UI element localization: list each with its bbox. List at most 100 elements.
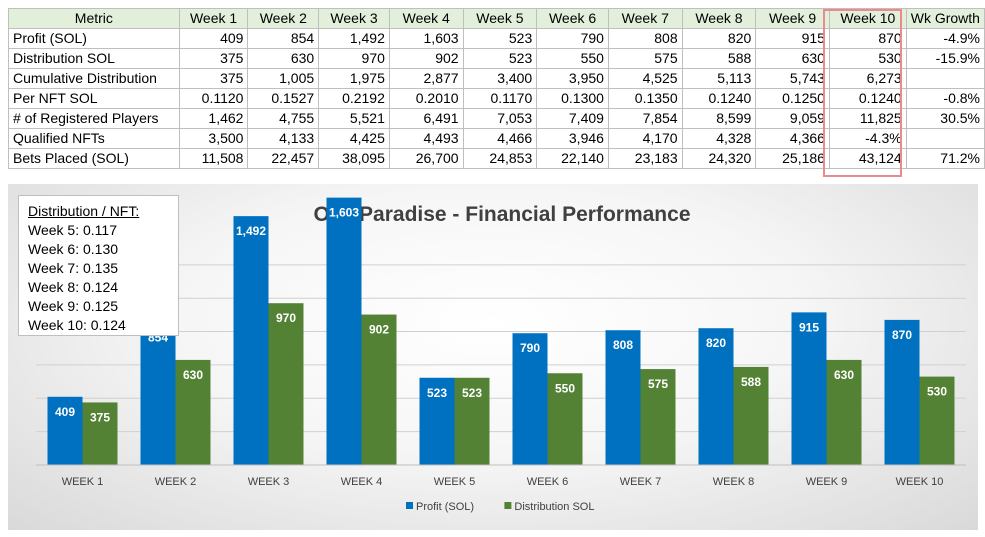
table-cell: 550 [536, 48, 609, 69]
table-cell: 3,400 [462, 68, 538, 89]
table-cell: 523 [462, 48, 538, 69]
nft-box-line: Week 8: 0.124 [28, 279, 119, 295]
x-axis: WEEK 1 WEEK 2 WEEK 3 WEEK 4 WEEK 5 WEEK 6 WEEK… [36, 464, 966, 488]
nft-box-line: Week 6: 0.130 [28, 241, 119, 257]
table-cell: 2,877 [388, 68, 464, 89]
bar-value-label: 630 [183, 368, 203, 382]
table-cell: 523 [462, 28, 538, 49]
bar-value-label: 523 [427, 386, 447, 400]
table-cell: 4,328 [681, 128, 757, 149]
bar-profit [884, 319, 920, 465]
bar-profit [698, 328, 734, 465]
table-cell: 11,508 [178, 148, 249, 169]
table-cell: -0.8% [905, 88, 985, 109]
bar-value-label: 588 [741, 375, 761, 389]
x-tick-label: WEEK 9 [806, 476, 848, 488]
table-cell: 0.1250 [755, 88, 830, 109]
table-header-row: Metric Week 1 Week 2 Week 3 Week 4 Week … [8, 8, 985, 29]
table-cell: 409 [178, 28, 249, 49]
table-cell: 630 [755, 48, 830, 69]
bar-distribution [82, 402, 118, 465]
bar-value-label: 808 [613, 338, 633, 352]
column-header: Week 3 [318, 8, 390, 29]
table-row: Qualified NFTs 3,500 4,133 4,425 4,493 4… [8, 128, 985, 149]
row-label: Cumulative Distribution [8, 68, 180, 89]
bars [47, 197, 955, 465]
table-row: Profit (SOL) 409 854 1,492 1,603 523 790… [8, 28, 985, 49]
column-header: Week 4 [388, 8, 464, 29]
table-cell: 4,525 [607, 68, 683, 89]
table-row: Bets Placed (SOL) 11,508 22,457 38,095 2… [8, 148, 985, 169]
x-tick-label: WEEK 6 [527, 476, 569, 488]
column-header: Week 2 [247, 8, 320, 29]
column-header: Week 5 [462, 8, 538, 29]
table-row: Cumulative Distribution 375 1,005 1,975 … [8, 68, 985, 89]
table-cell: 630 [247, 48, 320, 69]
bar-distribution [454, 377, 490, 465]
bar-value-label: 870 [892, 328, 912, 342]
table-cell: 1,603 [388, 28, 464, 49]
nft-box-line: Week 7: 0.135 [28, 260, 119, 276]
table-cell: 1,462 [178, 108, 249, 129]
x-tick-label: WEEK 7 [620, 476, 662, 488]
table-cell: 0.1300 [536, 88, 609, 109]
x-tick-label: WEEK 5 [434, 476, 476, 488]
table-cell: 7,854 [607, 108, 683, 129]
nft-box-line: Week 5: 0.117 [28, 222, 117, 238]
table-cell: 4,170 [607, 128, 683, 149]
bar-chart: Oak Paradise - Financial Performance 409… [36, 197, 966, 513]
table-cell: 902 [388, 48, 464, 69]
week10-highlight-box [823, 9, 902, 177]
table-cell: 24,853 [462, 148, 538, 169]
table-cell: 0.1240 [681, 88, 757, 109]
column-header: Wk Growth [905, 8, 985, 29]
table-cell: 588 [681, 48, 757, 69]
column-header: Week 6 [536, 8, 609, 29]
x-tick-label: WEEK 4 [341, 476, 383, 488]
table-cell: 575 [607, 48, 683, 69]
legend: Profit (SOL) Distribution SOL [406, 501, 594, 513]
column-header: Week 10 [828, 8, 907, 29]
x-tick-label: WEEK 8 [713, 476, 755, 488]
bar-profit [233, 216, 269, 465]
legend-label: Profit (SOL) [416, 501, 474, 513]
legend-label: Distribution SOL [514, 501, 594, 513]
table-row: # of Registered Players 1,462 4,755 5,52… [8, 108, 985, 129]
row-label: Profit (SOL) [8, 28, 180, 49]
table-cell: 375 [178, 68, 249, 89]
table-cell [905, 68, 985, 89]
table-cell: 6,491 [388, 108, 464, 129]
row-label: # of Registered Players [8, 108, 180, 129]
table-cell: 7,053 [462, 108, 538, 129]
table-cell: 25,186 [755, 148, 830, 169]
bar-profit [791, 312, 827, 465]
table-cell: 30.5% [905, 108, 985, 129]
table-cell: 3,946 [536, 128, 609, 149]
table-cell: 970 [318, 48, 390, 69]
table-cell: 0.2192 [318, 88, 390, 109]
bar-value-label: 575 [648, 377, 668, 391]
x-tick-label: WEEK 3 [248, 476, 290, 488]
table-cell: 4,425 [318, 128, 390, 149]
table-cell: -15.9% [905, 48, 985, 69]
table-cell: -4.3% [828, 128, 907, 149]
table-row: Distribution SOL 375 630 970 902 523 550… [8, 48, 985, 69]
table-cell: 0.1170 [462, 88, 538, 109]
bar-distribution [268, 303, 304, 465]
bar-profit [140, 322, 176, 465]
row-label: Distribution SOL [8, 48, 180, 69]
table-cell: 24,320 [681, 148, 757, 169]
table-cell: 1,492 [318, 28, 390, 49]
table-cell: 9,059 [755, 108, 830, 129]
nft-box-line: Week 9: 0.125 [28, 298, 119, 314]
table-cell: 8,599 [681, 108, 757, 129]
table-cell: 38,095 [318, 148, 390, 169]
bar-distribution [919, 376, 955, 465]
bar-profit [605, 330, 641, 465]
chart-title: Oak Paradise - Financial Performance [314, 203, 691, 226]
bar-value-label: 530 [927, 385, 947, 399]
bar-profit [512, 333, 548, 465]
distribution-per-nft-box: Distribution / NFT: Week 5: 0.117 Week 6… [18, 195, 179, 336]
bar-distribution [826, 359, 862, 465]
